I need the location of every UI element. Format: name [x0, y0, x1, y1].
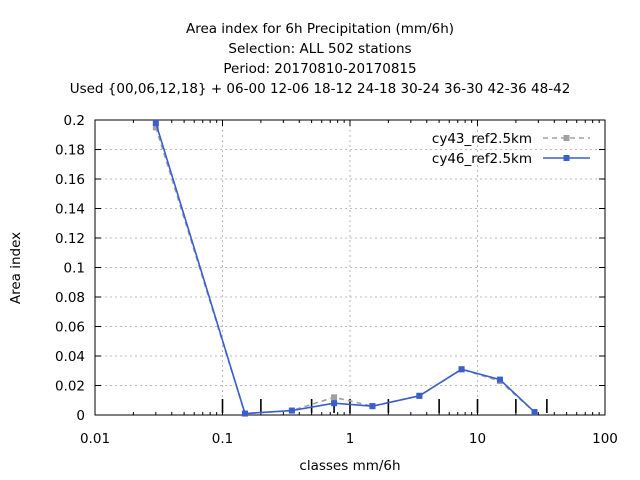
grid	[95, 120, 605, 415]
legend-marker-1	[563, 155, 570, 161]
y-tick-label: 0.14	[55, 202, 85, 218]
x-tick-label: 100	[592, 431, 618, 447]
y-tick-label: 0.12	[55, 231, 85, 247]
series-layer	[152, 119, 538, 417]
data-point-0	[331, 394, 338, 401]
y-tick-label: 0.2	[64, 113, 85, 129]
data-point-1	[458, 366, 465, 373]
data-point-1	[241, 410, 248, 417]
y-axis-label: Area index	[8, 232, 24, 304]
legend-marker-0	[563, 135, 570, 141]
data-point-0	[152, 124, 159, 131]
x-tick-label: 0.1	[212, 431, 233, 447]
x-tick-label: 10	[469, 431, 486, 447]
x-axis-label: classes mm/6h	[299, 458, 400, 474]
class-markers	[221, 399, 548, 413]
data-point-1	[531, 409, 538, 416]
y-tick-label: 0.16	[55, 172, 85, 188]
title-line-3: Period: 20170810-20170815	[223, 61, 417, 77]
axis-ticks: 0 0.02 0.04 0.06 0.08 0.1 0.12 0.14 0.16 0.18 0.2 0…	[55, 113, 618, 447]
y-tick-label: 0.04	[55, 349, 85, 365]
data-point-1	[152, 119, 159, 126]
title-line-1: Area index for 6h Precipitation (mm/6h)	[185, 21, 455, 37]
y-tick-label: 0.1	[64, 261, 85, 277]
x-tick-label: 0.01	[80, 431, 110, 447]
y-tick-label: 0.08	[55, 290, 85, 306]
legend: cy43_ref2.5km cy46_ref2.5km	[432, 131, 590, 167]
data-point-1	[331, 400, 338, 407]
legend-label-1: cy46_ref2.5km	[432, 151, 532, 167]
x-tick-label: 1	[346, 431, 355, 447]
y-tick-label: 0	[76, 408, 85, 424]
title-line-4: Used {00,06,12,18} + 06-00 12-06 18-12 2…	[69, 81, 571, 97]
data-point-1	[288, 407, 295, 414]
data-point-1	[416, 392, 423, 399]
y-tick-label: 0.18	[55, 143, 85, 159]
title-line-2: Selection: ALL 502 stations	[228, 41, 412, 57]
data-point-1	[369, 403, 376, 410]
y-tick-label: 0.02	[55, 379, 85, 395]
y-tick-label: 0.06	[55, 320, 85, 336]
legend-label-0: cy43_ref2.5km	[432, 131, 532, 147]
data-point-1	[496, 376, 503, 383]
